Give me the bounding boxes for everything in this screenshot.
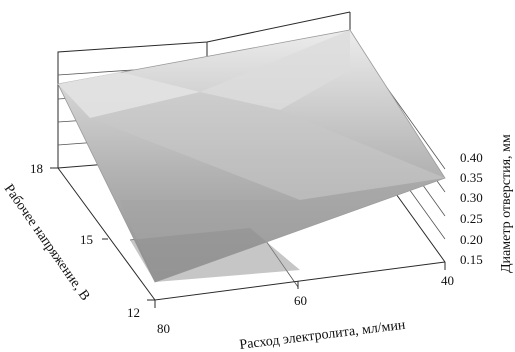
surface-shade-band bbox=[130, 228, 300, 282]
voltage-axis-title: Рабочее напряжение, В bbox=[1, 182, 93, 304]
left-back-wall-frame bbox=[57, 11, 351, 168]
surface-shade-band bbox=[58, 72, 200, 118]
diameter-tick-label: 0.40 bbox=[460, 150, 483, 165]
surface-shade-band bbox=[90, 92, 445, 200]
tick-marks bbox=[50, 167, 446, 308]
flow-tick-label: 80 bbox=[157, 321, 170, 336]
diameter-tick-label: 0.20 bbox=[460, 232, 483, 247]
voltage-tick-label: 15 bbox=[80, 232, 93, 247]
diameter-tick-labels: 0.15 0.20 0.25 0.30 0.35 0.40 bbox=[460, 150, 483, 267]
voltage-tick-label: 12 bbox=[127, 305, 140, 320]
surface-shade-band bbox=[200, 30, 350, 110]
diameter-tick-label: 0.35 bbox=[460, 170, 483, 185]
response-surface bbox=[57, 29, 446, 283]
diameter-tick-label: 0.25 bbox=[460, 211, 483, 226]
voltage-tick-labels: 18 15 12 bbox=[30, 161, 140, 320]
flow-axis-title: Расход электролита, мл/мин bbox=[239, 318, 407, 352]
diameter-axis-title: Диаметр отверстия, мм bbox=[499, 134, 514, 273]
diameter-tick-label: 0.30 bbox=[460, 190, 483, 205]
voltage-tick-label: 18 bbox=[30, 161, 43, 176]
flow-tick-labels: 80 60 40 bbox=[157, 273, 454, 336]
flow-tick-label: 60 bbox=[294, 293, 307, 308]
flow-tick-label: 40 bbox=[441, 273, 454, 288]
diameter-tick-label: 0.15 bbox=[460, 252, 483, 267]
